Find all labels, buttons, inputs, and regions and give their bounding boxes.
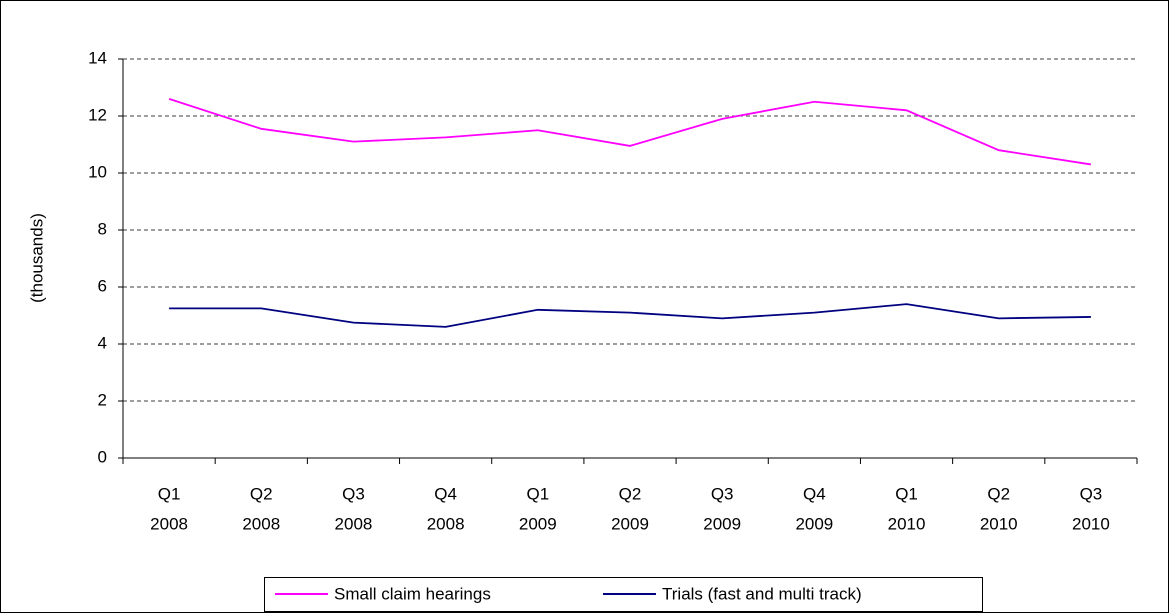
y-tick-label: 6	[98, 276, 107, 295]
x-tick-label: Q1	[526, 484, 549, 503]
x-tick-label: 2009	[795, 514, 833, 533]
x-tick-label: Q3	[342, 484, 365, 503]
x-tick-label: Q1	[158, 484, 181, 503]
x-tick-label: Q4	[434, 484, 457, 503]
y-tick-label: 8	[98, 219, 107, 238]
y-tick-label: 4	[98, 333, 107, 352]
x-tick-label: Q3	[1080, 484, 1103, 503]
y-tick-label: 10	[88, 162, 107, 181]
x-tick-label: Q4	[803, 484, 826, 503]
y-tick-label: 14	[88, 48, 107, 67]
x-tick-label: 2008	[150, 514, 188, 533]
x-tick-label: 2009	[703, 514, 741, 533]
x-tick-label: 2010	[980, 514, 1018, 533]
x-tick-label: Q2	[250, 484, 273, 503]
x-tick-label: Q2	[987, 484, 1010, 503]
x-tick-label: 2009	[611, 514, 649, 533]
y-tick-label: 12	[88, 105, 107, 124]
x-tick-label: Q2	[619, 484, 642, 503]
y-tick-label: 0	[98, 447, 107, 466]
x-tick-label: Q3	[711, 484, 734, 503]
series-line	[168, 98, 1092, 166]
series-line	[169, 303, 1091, 328]
y-axis-label: (thousands)	[27, 213, 46, 303]
legend-label: Trials (fast and multi track)	[662, 584, 862, 603]
x-tick-label: 2008	[335, 514, 373, 533]
x-tick-label: Q1	[895, 484, 918, 503]
legend-label: Small claim hearings	[334, 584, 491, 603]
x-tick-label: 2010	[1072, 514, 1110, 533]
x-tick-label: 2009	[519, 514, 557, 533]
x-tick-label: 2008	[427, 514, 465, 533]
x-tick-label: 2008	[242, 514, 280, 533]
y-tick-label: 2	[98, 390, 107, 409]
x-tick-label: 2010	[888, 514, 926, 533]
